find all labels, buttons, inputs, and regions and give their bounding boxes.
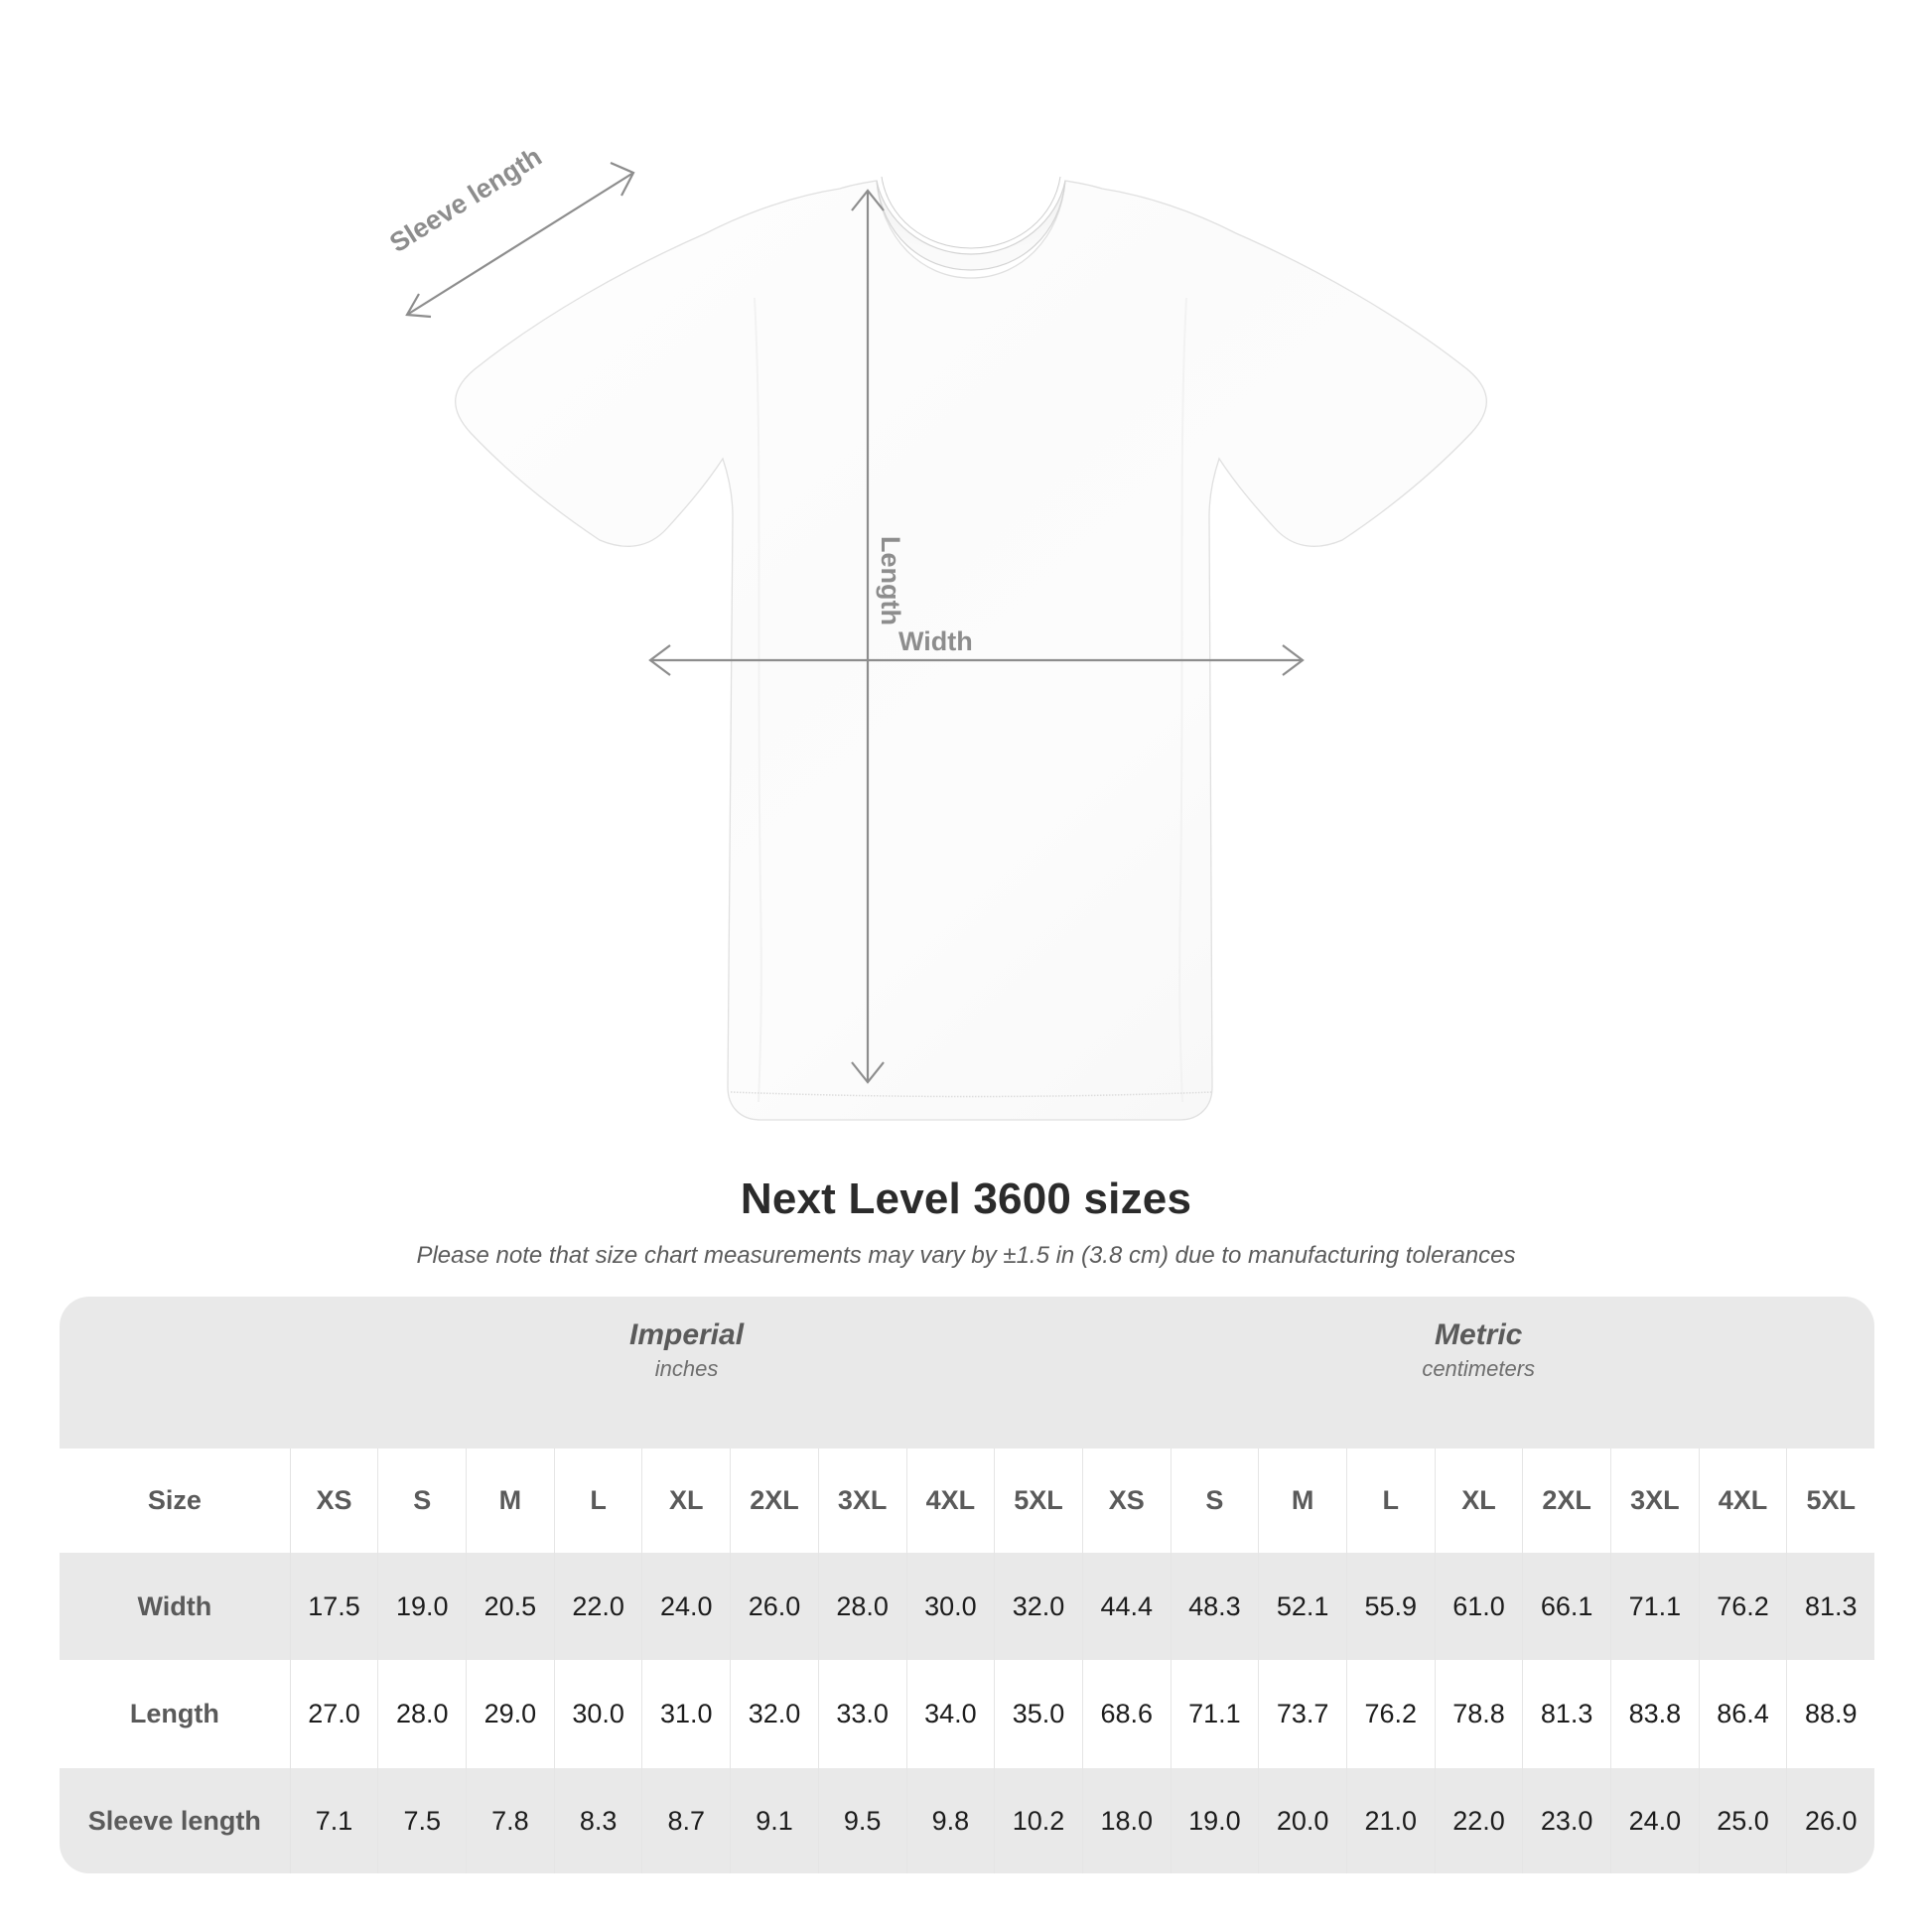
svg-text:Width: Width <box>898 626 973 656</box>
svg-text:Sleeve length: Sleeve length <box>384 141 547 258</box>
svg-text:Length: Length <box>876 536 905 625</box>
